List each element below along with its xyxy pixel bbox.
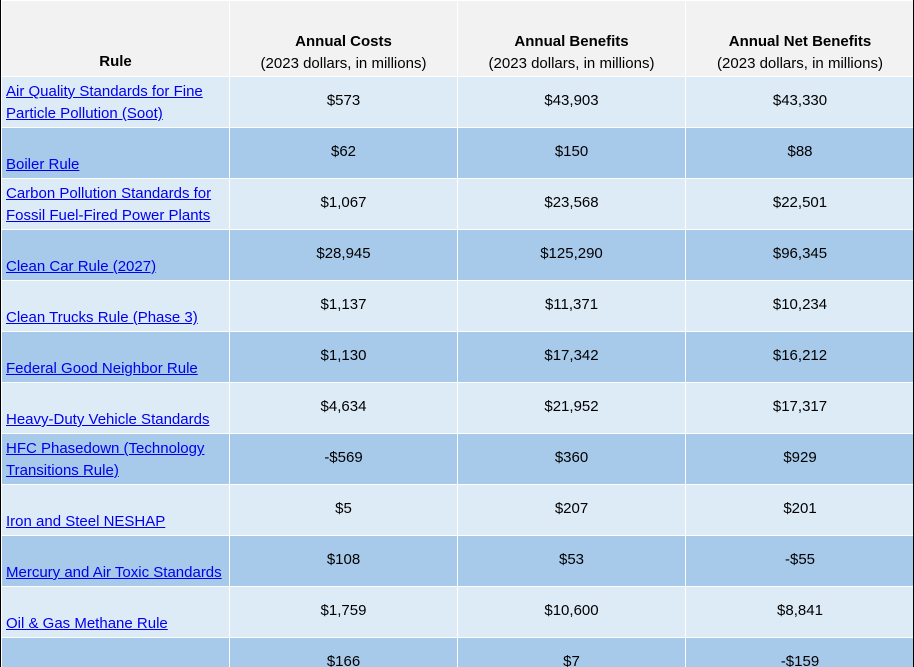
header-annual-benefits: Annual Benefits (2023 dollars, in millio… [457, 0, 686, 77]
benefits-cell: $10,600 [457, 586, 686, 638]
rule-link[interactable]: Boiler Rule [6, 156, 80, 173]
rule-cell: Boiler Rule [1, 127, 230, 179]
table-row: Heavy-Duty Vehicle Standards $4,634 $21,… [1, 382, 914, 434]
benefits-cell: $17,342 [457, 331, 686, 383]
rule-cell: Oil & Gas Methane Rule [1, 586, 230, 638]
net-benefits-cell: $17,317 [685, 382, 914, 434]
rule-link[interactable]: Mercury and Air Toxic Standards [6, 564, 222, 581]
header-annual-benefits-sub: (2023 dollars, in millions) [488, 55, 655, 72]
benefits-cell: $125,290 [457, 229, 686, 281]
benefits-cell: $23,568 [457, 178, 686, 230]
net-benefits-cell: $929 [685, 433, 914, 485]
net-benefits-cell: $43,330 [685, 76, 914, 128]
costs-cell: $1,130 [229, 331, 458, 383]
rule-link[interactable]: Heavy-Duty Vehicle Standards [6, 411, 210, 428]
table-row: Oil & Gas Methane Rule $1,759 $10,600 $8… [1, 586, 914, 638]
table-row: Carbon Pollution Standards for Fossil Fu… [1, 178, 914, 230]
net-benefits-cell: $16,212 [685, 331, 914, 383]
net-benefits-cell: $201 [685, 484, 914, 536]
benefits-cell: $207 [457, 484, 686, 536]
benefits-cell: $53 [457, 535, 686, 587]
benefits-cell: $7 [457, 637, 686, 667]
rule-link[interactable]: Air Quality Standards for Fine Particle … [6, 83, 203, 122]
net-benefits-cell: $96,345 [685, 229, 914, 281]
rule-cell: Mercury and Air Toxic Standards [1, 535, 230, 587]
table-row: HFC Phasedown (Technology Transitions Ru… [1, 433, 914, 485]
costs-cell: $62 [229, 127, 458, 179]
rule-cell: Clean Car Rule (2027) [1, 229, 230, 281]
net-benefits-cell: $10,234 [685, 280, 914, 332]
costs-cell: $1,067 [229, 178, 458, 230]
left-border [0, 0, 1, 667]
rule-cell: Federal Good Neighbor Rule [1, 331, 230, 383]
header-annual-net-benefits-sub: (2023 dollars, in millions) [717, 55, 883, 72]
costs-cell: $1,137 [229, 280, 458, 332]
costs-cell: $108 [229, 535, 458, 587]
rule-link[interactable]: Oil & Gas Methane Rule [6, 615, 168, 632]
header-rule: Rule [1, 0, 230, 77]
header-annual-costs-sub: (2023 dollars, in millions) [260, 55, 427, 72]
rule-cell [1, 637, 230, 667]
benefits-cell: $11,371 [457, 280, 686, 332]
header-annual-net-benefits-title: Annual Net Benefits [728, 33, 872, 50]
rule-cell: Heavy-Duty Vehicle Standards [1, 382, 230, 434]
costs-cell: $28,945 [229, 229, 458, 281]
benefits-cell: $21,952 [457, 382, 686, 434]
benefits-cell: $360 [457, 433, 686, 485]
rule-cell: Iron and Steel NESHAP [1, 484, 230, 536]
costs-cell: $166 [229, 637, 458, 667]
rule-link[interactable]: Federal Good Neighbor Rule [6, 360, 198, 377]
rule-link[interactable]: Clean Trucks Rule (Phase 3) [6, 309, 198, 326]
header-annual-costs: Annual Costs (2023 dollars, in millions) [229, 0, 458, 77]
table-row: Iron and Steel NESHAP $5 $207 $201 [1, 484, 914, 536]
header-annual-benefits-title: Annual Benefits [514, 33, 629, 50]
table-row: Clean Trucks Rule (Phase 3) $1,137 $11,3… [1, 280, 914, 332]
net-benefits-cell: -$159 [685, 637, 914, 667]
costs-cell: $573 [229, 76, 458, 128]
header-rule-title: Rule [99, 53, 132, 70]
table-row: Air Quality Standards for Fine Particle … [1, 76, 914, 128]
costs-cell: $1,759 [229, 586, 458, 638]
table-row: $166 $7 -$159 [1, 637, 914, 667]
net-benefits-cell: $88 [685, 127, 914, 179]
header-annual-net-benefits: Annual Net Benefits (2023 dollars, in mi… [685, 0, 914, 77]
costs-cell: $5 [229, 484, 458, 536]
rule-link[interactable]: Iron and Steel NESHAP [6, 513, 166, 530]
header-annual-costs-title: Annual Costs [295, 33, 392, 50]
header-row: Rule Annual Costs (2023 dollars, in mill… [1, 0, 914, 77]
costs-cell: $4,634 [229, 382, 458, 434]
net-benefits-cell: -$55 [685, 535, 914, 587]
rule-link[interactable]: Clean Car Rule (2027) [6, 258, 157, 275]
table-row: Mercury and Air Toxic Standards $108 $53… [1, 535, 914, 587]
rule-cell: Clean Trucks Rule (Phase 3) [1, 280, 230, 332]
costs-cell: -$569 [229, 433, 458, 485]
table-row: Federal Good Neighbor Rule $1,130 $17,34… [1, 331, 914, 383]
rule-cell: Carbon Pollution Standards for Fossil Fu… [1, 178, 230, 230]
net-benefits-cell: $22,501 [685, 178, 914, 230]
benefits-cell: $43,903 [457, 76, 686, 128]
rule-cell: Air Quality Standards for Fine Particle … [1, 76, 230, 128]
net-benefits-cell: $8,841 [685, 586, 914, 638]
rule-cell: HFC Phasedown (Technology Transitions Ru… [1, 433, 230, 485]
table-row: Boiler Rule $62 $150 $88 [1, 127, 914, 179]
benefits-cell: $150 [457, 127, 686, 179]
rule-link[interactable]: Carbon Pollution Standards for Fossil Fu… [6, 185, 212, 224]
table-row: Clean Car Rule (2027) $28,945 $125,290 $… [1, 229, 914, 281]
rule-link[interactable]: HFC Phasedown (Technology Transitions Ru… [6, 440, 205, 479]
